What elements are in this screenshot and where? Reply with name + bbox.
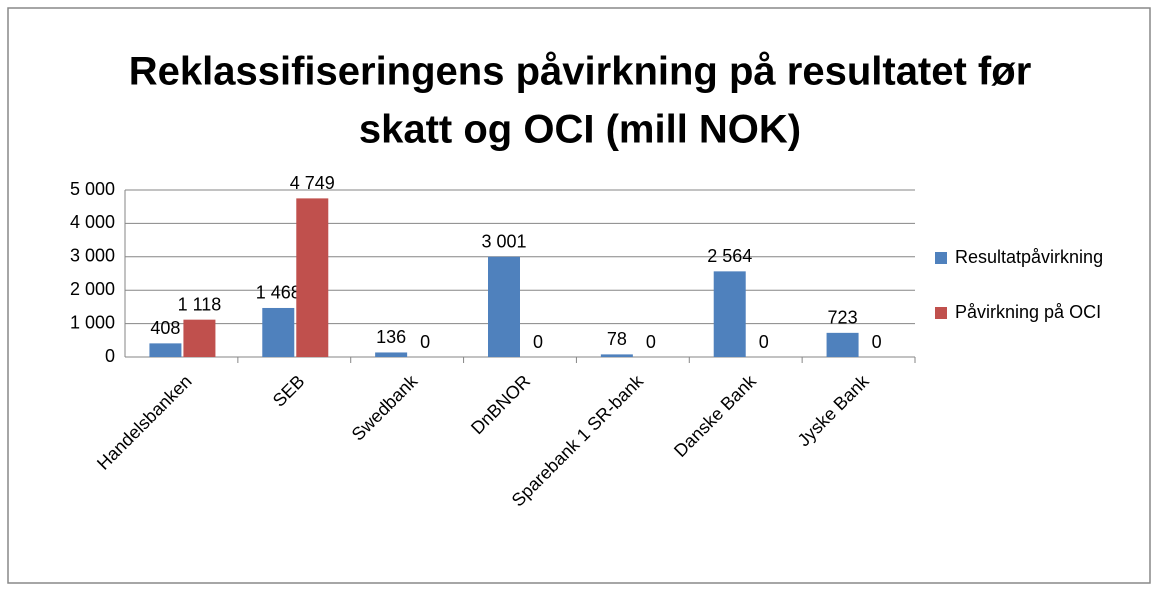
bar: [183, 319, 216, 357]
legend-label: Resultatpåvirkning: [955, 247, 1103, 267]
value-label: 0: [872, 332, 882, 352]
chart-border: [7, 7, 1151, 584]
y-tick-label: 2 000: [70, 279, 115, 299]
value-label: 408: [150, 318, 180, 338]
legend-label: Påvirkning på OCI: [955, 302, 1101, 322]
value-label: 3 001: [481, 232, 526, 252]
legend-swatch: [935, 307, 947, 319]
legend-swatch: [935, 252, 947, 264]
value-label: 1 468: [256, 283, 301, 303]
chart-title: Reklassifiseringens påvirkning på result…: [129, 50, 1032, 94]
bar: [600, 354, 633, 357]
value-label: 0: [420, 332, 430, 352]
y-tick-label: 1 000: [70, 312, 115, 332]
bar: [488, 256, 520, 357]
bar: [375, 352, 408, 357]
value-label: 0: [759, 332, 769, 352]
y-tick-label: 0: [105, 346, 115, 366]
value-label: 136: [376, 327, 406, 347]
chart-title: skatt og OCI (mill NOK): [359, 108, 801, 152]
value-label: 78: [607, 329, 627, 349]
bar: [149, 343, 182, 357]
bar: [826, 332, 859, 357]
value-label: 2 564: [707, 246, 752, 266]
bar: [713, 271, 746, 357]
bar: [296, 198, 329, 357]
bar: [262, 307, 295, 357]
value-label: 1 118: [178, 294, 222, 314]
value-label: 0: [646, 332, 656, 352]
value-label: 723: [828, 308, 858, 328]
y-tick-label: 3 000: [70, 246, 115, 266]
value-label: 0: [533, 332, 543, 352]
value-label: 4 749: [290, 173, 335, 193]
y-tick-label: 4 000: [70, 212, 115, 232]
y-tick-label: 5 000: [70, 179, 115, 199]
